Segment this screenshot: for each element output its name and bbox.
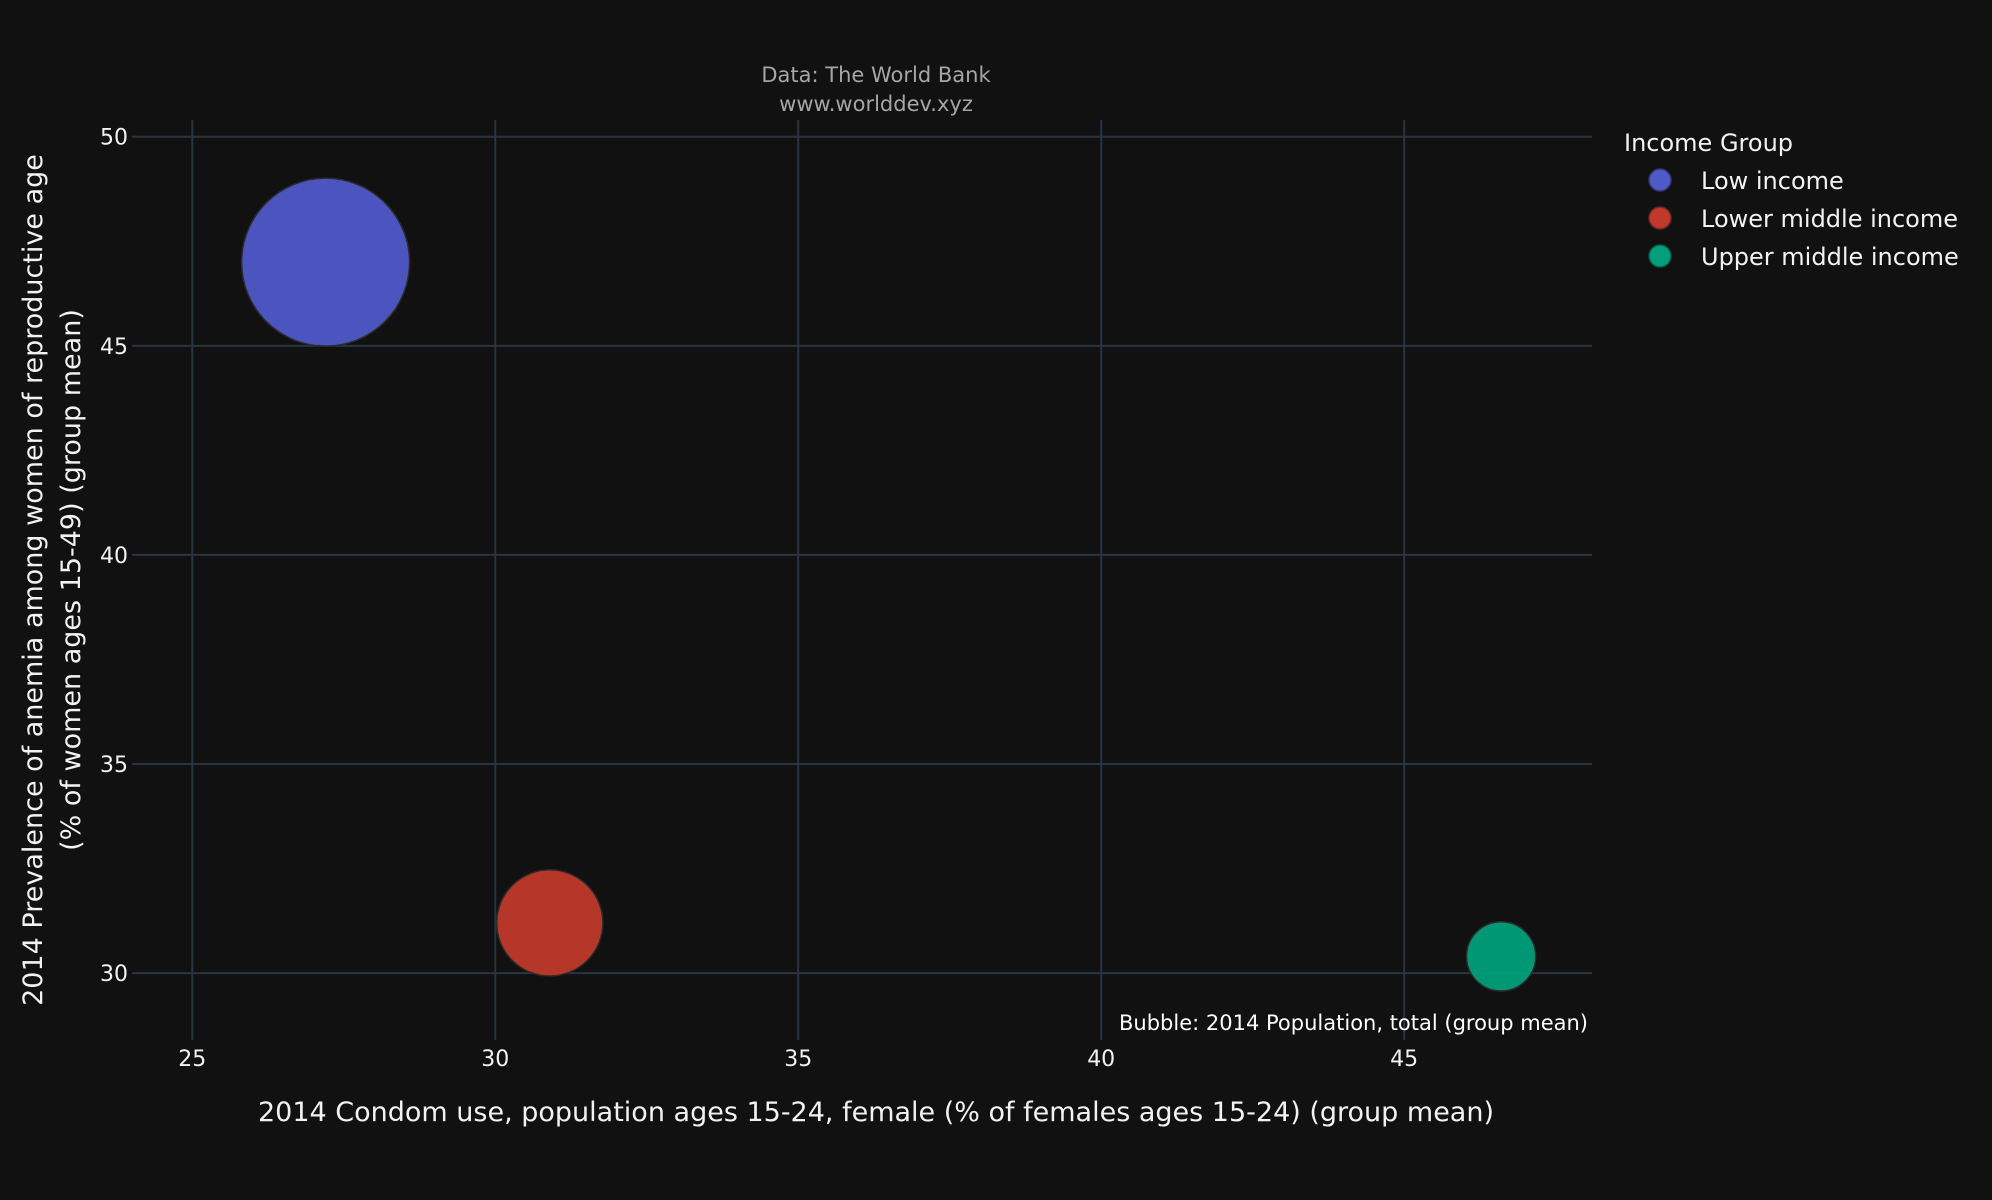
bubble-upper-middle-income[interactable] [1465,920,1537,992]
legend-item-lower-middle-income[interactable]: Lower middle income [1648,205,1958,233]
y-tick-label-45: 45 [100,335,128,360]
grid [132,120,1592,1040]
x-tick-label-40: 40 [1087,1047,1115,1072]
y-tick-label-35: 35 [100,753,128,778]
y-axis-ticks: 30 35 40 45 50 [100,126,128,987]
legend-marker-low-income [1648,168,1672,192]
x-tick-label-30: 30 [481,1047,509,1072]
x-tick-label-45: 45 [1390,1047,1418,1072]
x-axis-ticks: 25 30 35 40 45 [178,1047,1418,1072]
legend-label-low-income: Low income [1701,167,1844,195]
y-tick-label-30: 30 [100,962,128,987]
y-axis-title-line1: 2014 Prevalence of anemia among women of… [18,154,49,1006]
x-tick-label-25: 25 [178,1047,206,1072]
x-tick-label-35: 35 [784,1047,812,1072]
legend-title: Income Group [1624,129,1793,157]
chart-subtitle-url: www.worlddev.xyz [779,92,973,116]
y-tick-label-40: 40 [100,544,128,569]
legend-label-upper-middle-income: Upper middle income [1701,243,1959,271]
y-axis-title-line2: (% of women ages 15-49) (group mean) [56,309,87,851]
bubble-size-annotation: Bubble: 2014 Population, total (group me… [1119,1011,1588,1035]
legend-marker-upper-middle-income [1648,244,1672,268]
legend: Income Group Low income Lower middle inc… [1624,129,1959,271]
y-tick-label-50: 50 [100,126,128,151]
bubble-low-income[interactable] [240,177,411,347]
legend-item-upper-middle-income[interactable]: Upper middle income [1648,243,1959,271]
x-axis-title: 2014 Condom use, population ages 15-24, … [258,1097,1494,1128]
legend-item-low-income[interactable]: Low income [1648,167,1844,195]
legend-marker-lower-middle-income [1648,206,1672,230]
chart-subtitle-source: Data: The World Bank [761,63,991,87]
bubbles [240,177,1537,992]
legend-label-lower-middle-income: Lower middle income [1701,205,1958,233]
bubble-lower-middle-income[interactable] [495,869,604,977]
